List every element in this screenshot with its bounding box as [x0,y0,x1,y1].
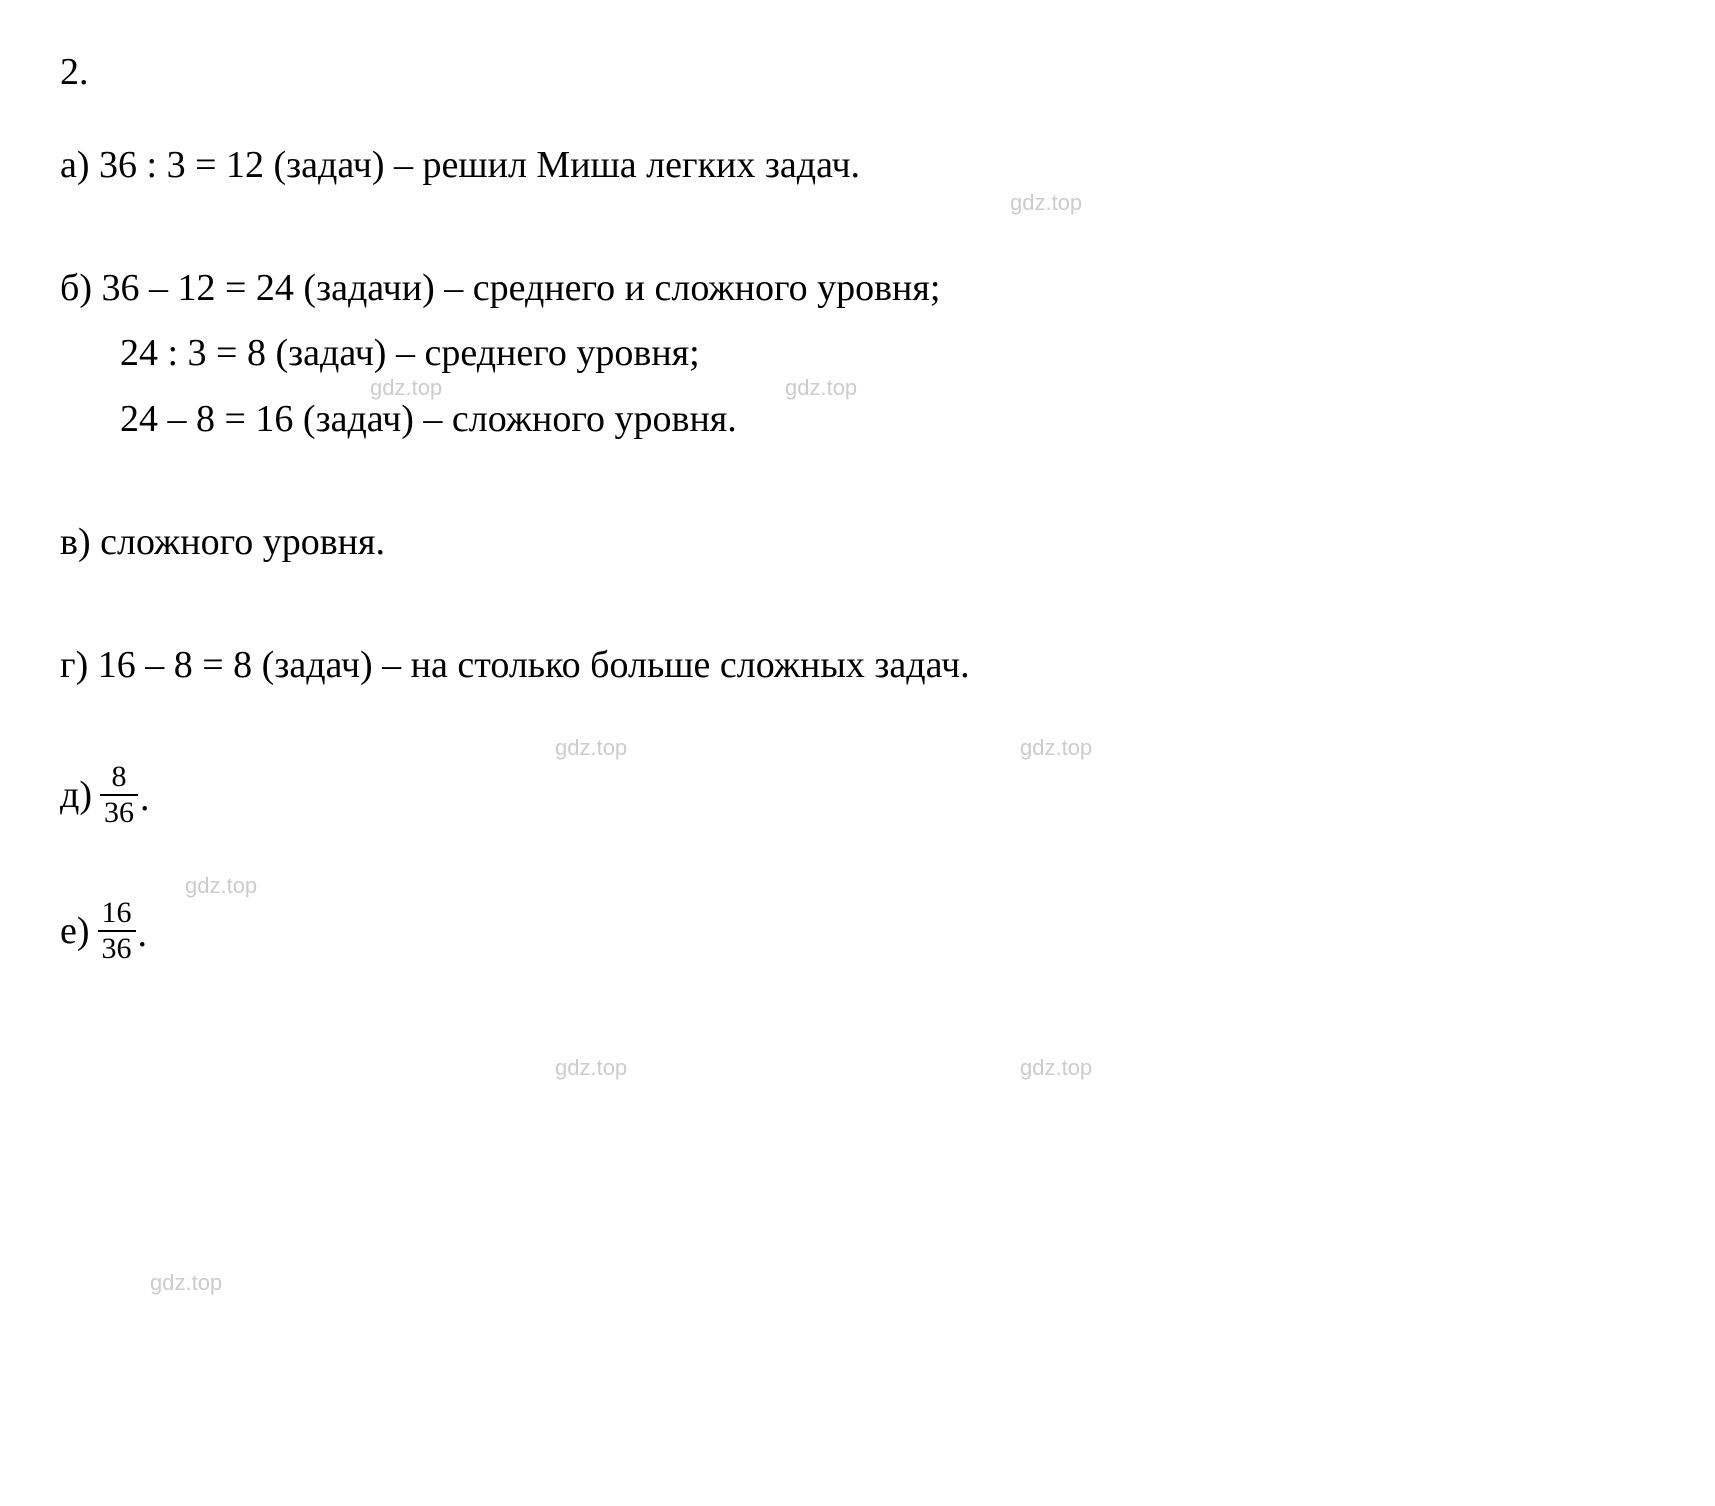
problem-number: 2. [60,50,1655,94]
line-d: г) 16 – 8 = 8 (задач) – на столько больш… [60,639,1655,692]
watermark: gdz.top [150,1270,222,1296]
fraction-f: 16 36 [98,898,136,964]
numerator-e: 8 [100,762,138,796]
line-a: а) 36 : 3 = 12 (задач) – решил Миша легк… [60,139,1655,192]
section-e: д) 8 36 . [60,762,1655,828]
section-c: в) сложного уровня. [60,516,1655,569]
text-c: сложного уровня. [100,521,385,563]
denominator-f: 36 [98,932,136,964]
label-d: г) [60,644,88,686]
watermark: gdz.top [1010,190,1082,216]
watermark: gdz.top [1020,1055,1092,1081]
label-a: а) [60,144,90,186]
watermark: gdz.top [555,735,627,761]
line-b1: б) 36 – 12 = 24 (задачи) – среднего и сл… [60,262,1655,315]
expression-b1: 36 – 12 = 24 (задачи) – среднего и сложн… [102,267,941,309]
text-d: 16 – 8 = 8 (задач) – на столько больше с… [98,644,970,686]
section-a: а) 36 : 3 = 12 (задач) – решил Миша легк… [60,139,1655,192]
section-d: г) 16 – 8 = 8 (задач) – на столько больш… [60,639,1655,692]
label-c: в) [60,521,91,563]
numerator-f: 16 [98,898,136,932]
section-b: б) 36 – 12 = 24 (задачи) – среднего и сл… [60,262,1655,446]
watermark: gdz.top [185,873,257,899]
denominator-e: 36 [100,796,138,828]
label-e: д) [60,773,92,817]
label-f: е) [60,909,90,953]
line-e: д) 8 36 . [60,762,1655,828]
line-b2: 24 : 3 = 8 (задач) – среднего уровня; [60,327,1655,380]
section-f: е) 16 36 . [60,898,1655,964]
watermark: gdz.top [1020,735,1092,761]
line-c: в) сложного уровня. [60,516,1655,569]
watermark: gdz.top [555,1055,627,1081]
period-f: . [138,912,148,956]
expression-a: 36 : 3 = 12 (задач) – решил Миша легких … [99,144,860,186]
label-b: б) [60,267,92,309]
line-f: е) 16 36 . [60,898,1655,964]
period-e: . [140,776,150,820]
fraction-e: 8 36 [100,762,138,828]
line-b3: 24 – 8 = 16 (задач) – сложного уровня. [60,393,1655,446]
